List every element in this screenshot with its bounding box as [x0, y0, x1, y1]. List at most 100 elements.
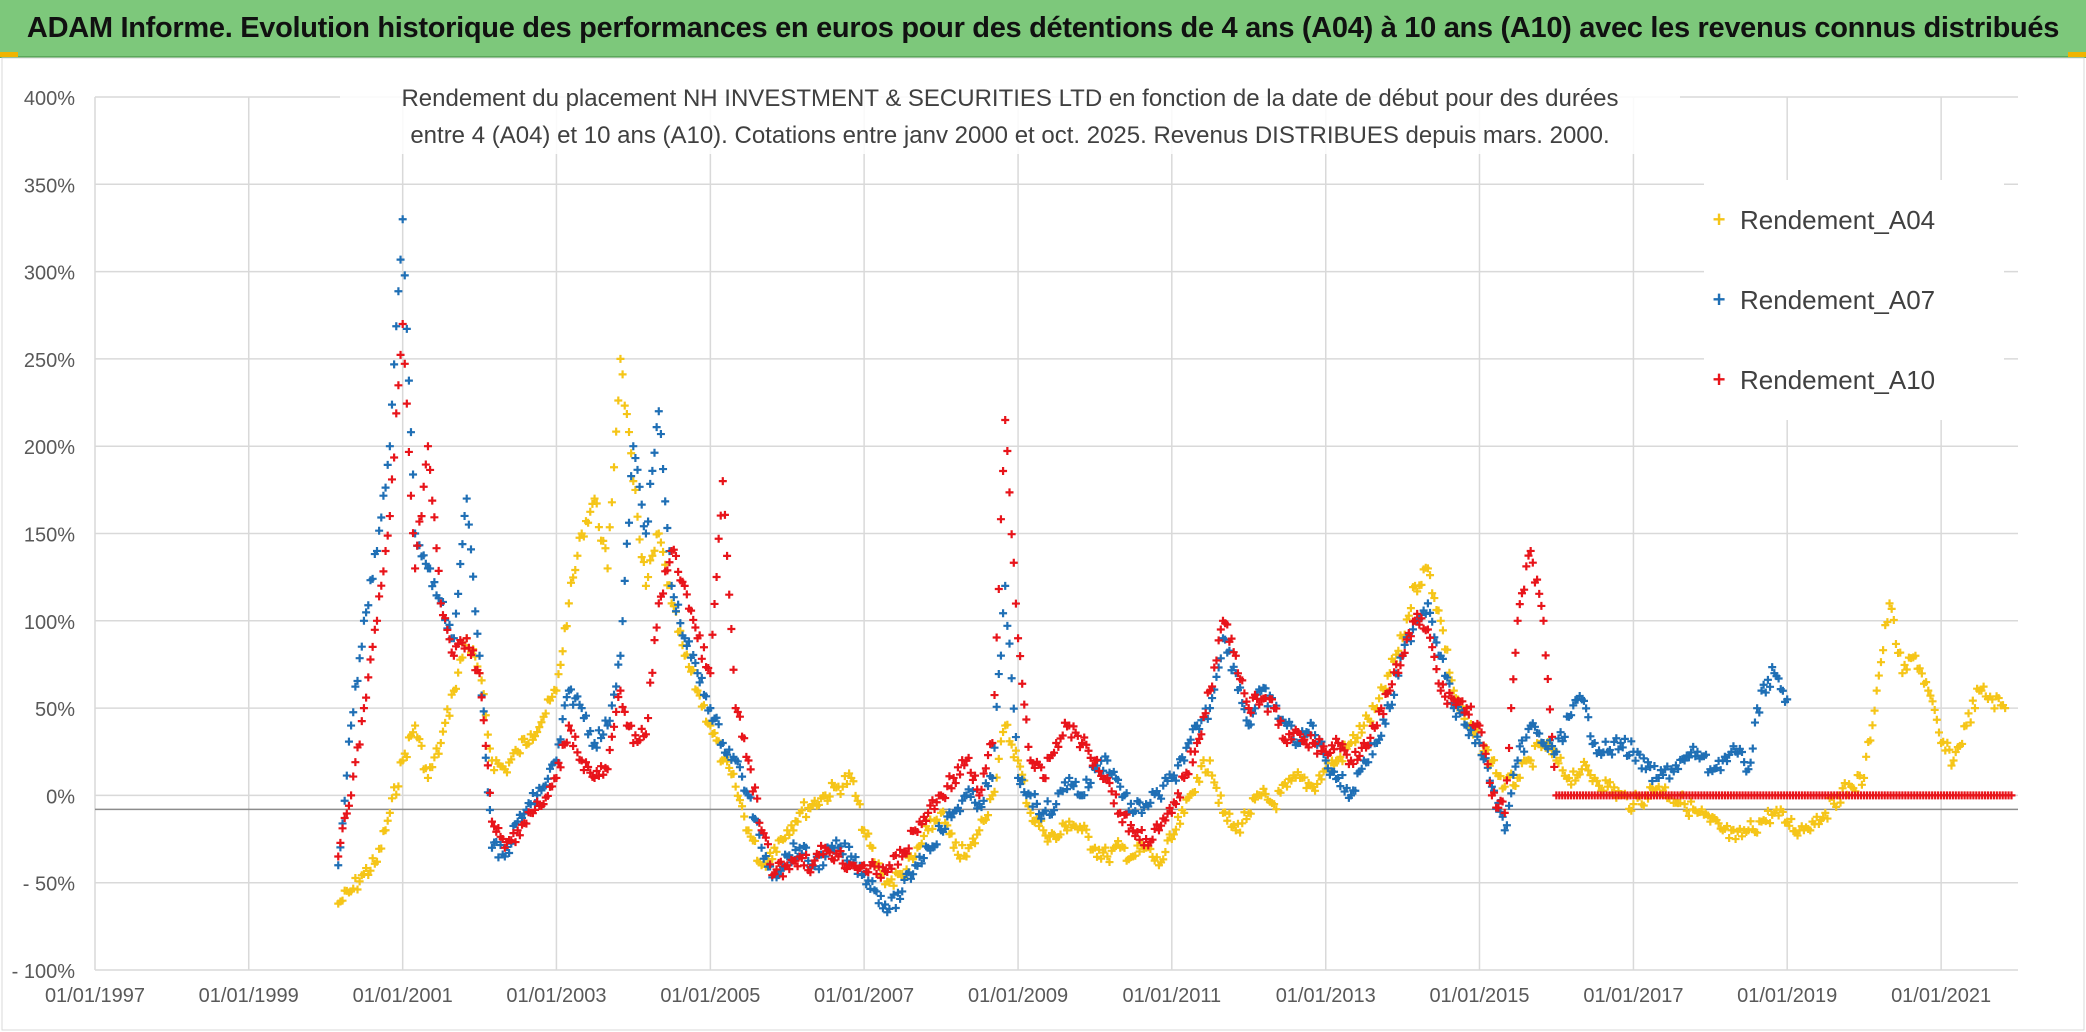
data-point-rendement-a04 — [594, 523, 603, 532]
data-point-rendement-a04 — [1490, 756, 1499, 765]
data-point-rendement-a04 — [1353, 733, 1362, 742]
data-point-rendement-a04 — [556, 660, 565, 669]
data-point-rendement-a07 — [1579, 696, 1588, 705]
data-point-rendement-a04 — [644, 573, 653, 582]
data-point-rendement-a10 — [1171, 799, 1180, 808]
data-point-rendement-a10 — [981, 764, 990, 773]
data-point-rendement-a07 — [546, 764, 555, 773]
data-point-rendement-a04 — [1922, 678, 1931, 687]
data-point-rendement-a10 — [770, 869, 779, 878]
data-point-rendement-a04 — [751, 836, 760, 845]
data-point-rendement-a04 — [928, 824, 937, 833]
data-point-rendement-a10 — [1436, 686, 1445, 695]
data-point-rendement-a07 — [1502, 821, 1511, 830]
data-point-rendement-a04 — [868, 843, 877, 852]
data-point-rendement-a04 — [1680, 800, 1689, 809]
data-point-rendement-a07 — [1716, 766, 1725, 775]
data-point-rendement-a07 — [789, 839, 798, 848]
data-point-rendement-a07 — [1205, 704, 1214, 713]
data-point-rendement-a04 — [887, 875, 896, 884]
data-point-rendement-a10 — [1502, 776, 1511, 785]
legend-label: Rendement_A07 — [1740, 284, 1936, 315]
data-point-rendement-a10 — [1116, 808, 1125, 817]
data-point-rendement-a04 — [631, 485, 640, 494]
data-point-rendement-a10 — [1093, 755, 1102, 764]
data-point-rendement-a10 — [1197, 730, 1206, 739]
data-point-rendement-a04 — [768, 855, 777, 864]
data-point-rendement-a10 — [652, 623, 661, 632]
data-point-rendement-a10 — [1355, 751, 1364, 760]
data-point-rendement-a10 — [1216, 625, 1225, 634]
data-point-rendement-a10 — [564, 721, 573, 730]
data-point-rendement-a07 — [566, 685, 575, 694]
data-point-rendement-a04 — [1836, 798, 1845, 807]
data-point-rendement-a10 — [1250, 690, 1259, 699]
data-point-rendement-a07 — [693, 669, 702, 678]
data-point-rendement-a07 — [513, 817, 522, 826]
data-point-rendement-a04 — [411, 721, 420, 730]
data-point-rendement-a07 — [966, 792, 975, 801]
data-point-rendement-a10 — [744, 756, 753, 765]
data-point-rendement-a07 — [1720, 752, 1729, 761]
data-point-rendement-a07 — [1641, 765, 1650, 774]
data-point-rendement-a07 — [394, 287, 403, 296]
data-point-rendement-a04 — [1366, 717, 1375, 726]
data-point-rendement-a10 — [1415, 620, 1424, 629]
data-point-rendement-a10 — [1481, 749, 1490, 758]
data-point-rendement-a04 — [1039, 826, 1048, 835]
y-tick-label: 300% — [24, 263, 75, 285]
data-point-rendement-a04 — [1526, 756, 1535, 765]
data-point-rendement-a10 — [1475, 721, 1484, 730]
data-point-rendement-a04 — [864, 829, 873, 838]
data-point-rendement-a04 — [1761, 817, 1770, 826]
data-point-rendement-a07 — [738, 772, 747, 781]
data-point-rendement-a07 — [1009, 704, 1018, 713]
data-point-rendement-a07 — [979, 796, 988, 805]
data-point-rendement-a07 — [1443, 673, 1452, 682]
data-point-rendement-a10 — [1193, 739, 1202, 748]
data-point-rendement-a07 — [1041, 806, 1050, 815]
data-point-rendement-a10 — [396, 350, 405, 359]
data-point-rendement-a10 — [1001, 416, 1010, 425]
data-point-rendement-a07 — [697, 673, 706, 682]
data-point-rendement-a07 — [791, 845, 800, 854]
data-point-rendement-a10 — [1315, 735, 1324, 744]
data-point-rendement-a10 — [539, 800, 548, 809]
data-point-rendement-a10 — [1161, 816, 1170, 825]
data-point-rendement-a04 — [520, 734, 529, 743]
series-Rendement_A10 — [334, 319, 2016, 882]
data-point-rendement-a04 — [1592, 776, 1601, 785]
data-point-rendement-a04 — [1099, 848, 1108, 857]
data-point-rendement-a04 — [1101, 843, 1110, 852]
data-point-rendement-a04 — [353, 885, 362, 894]
data-point-rendement-a07 — [1163, 776, 1172, 785]
data-point-rendement-a07 — [1567, 711, 1576, 720]
data-point-rendement-a10 — [1018, 679, 1027, 688]
data-point-rendement-a10 — [1150, 824, 1159, 833]
data-point-rendement-a10 — [1122, 810, 1131, 819]
data-point-rendement-a10 — [776, 857, 785, 866]
data-point-rendement-a10 — [1359, 739, 1368, 748]
data-point-rendement-a10 — [586, 768, 595, 777]
data-point-rendement-a04 — [1885, 599, 1894, 608]
data-point-rendement-a07 — [612, 682, 621, 691]
data-point-rendement-a07 — [1631, 756, 1640, 765]
data-point-rendement-a04 — [338, 896, 347, 905]
data-point-rendement-a10 — [1195, 734, 1204, 743]
data-point-rendement-a04 — [1210, 778, 1219, 787]
data-point-rendement-a04 — [1090, 843, 1099, 852]
data-point-rendement-a10 — [921, 816, 930, 825]
data-point-rendement-a10 — [1304, 743, 1313, 752]
data-point-rendement-a04 — [368, 854, 377, 863]
data-point-rendement-a07 — [344, 737, 353, 746]
data-point-rendement-a04 — [1577, 765, 1586, 774]
data-point-rendement-a07 — [398, 215, 407, 224]
data-point-rendement-a04 — [601, 544, 610, 553]
data-point-rendement-a10 — [723, 551, 732, 560]
data-point-rendement-a07 — [881, 900, 890, 909]
data-point-rendement-a07 — [1080, 791, 1089, 800]
data-point-rendement-a10 — [682, 590, 691, 599]
series-Rendement_A04 — [334, 354, 2010, 908]
data-point-rendement-a04 — [1349, 731, 1358, 740]
data-point-rendement-a04 — [436, 739, 445, 748]
